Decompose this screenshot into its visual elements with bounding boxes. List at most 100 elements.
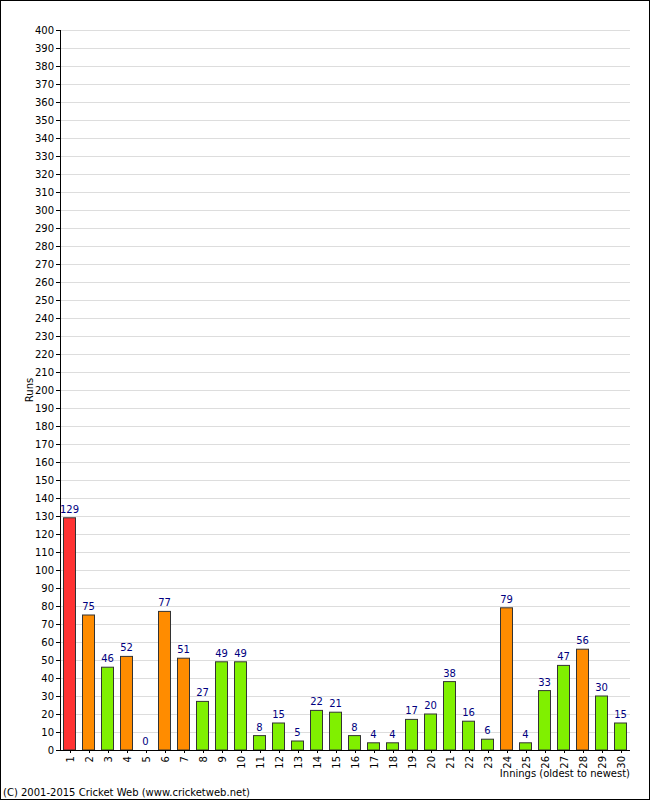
y-tick-label: 80 xyxy=(41,601,54,612)
grid-line xyxy=(60,750,630,751)
data-label: 22 xyxy=(310,696,323,707)
bar xyxy=(349,736,361,750)
y-tick-label: 70 xyxy=(41,619,54,630)
y-tick xyxy=(56,408,60,409)
y-tick xyxy=(56,84,60,85)
y-tick xyxy=(56,156,60,157)
y-tick-label: 230 xyxy=(35,331,54,342)
bar xyxy=(596,696,608,750)
y-tick xyxy=(56,66,60,67)
y-tick xyxy=(56,264,60,265)
y-tick-label: 50 xyxy=(41,655,54,666)
data-label: 0 xyxy=(142,736,148,747)
grid-line xyxy=(60,390,630,391)
data-label: 4 xyxy=(522,729,528,740)
data-label: 46 xyxy=(101,653,114,664)
x-tick-label: 8 xyxy=(198,756,209,762)
y-tick xyxy=(56,606,60,607)
y-tick-label: 180 xyxy=(35,421,54,432)
bars xyxy=(64,518,627,750)
bar xyxy=(368,743,380,750)
x-tick xyxy=(545,750,546,753)
x-axis xyxy=(60,750,630,751)
x-tick xyxy=(146,750,147,753)
bar xyxy=(311,710,323,750)
grid-line xyxy=(60,660,630,661)
y-tick-label: 130 xyxy=(35,511,54,522)
x-tick xyxy=(469,750,470,753)
grid-line xyxy=(60,138,630,139)
x-tick xyxy=(355,750,356,753)
grid-line xyxy=(60,372,630,373)
x-tick-label: 12 xyxy=(274,756,285,769)
y-tick xyxy=(56,552,60,553)
bar xyxy=(406,719,418,750)
x-tick xyxy=(165,750,166,753)
x-tick xyxy=(621,750,622,753)
y-tick xyxy=(56,624,60,625)
x-tick-label: 11 xyxy=(255,756,266,769)
grid-line xyxy=(60,534,630,535)
x-tick-label: 19 xyxy=(407,756,418,769)
x-tick-label: 13 xyxy=(293,756,304,769)
grid-line xyxy=(60,66,630,67)
data-label: 15 xyxy=(272,709,285,720)
x-tick xyxy=(127,750,128,753)
bar xyxy=(273,723,285,750)
y-tick xyxy=(56,642,60,643)
y-tick-label: 10 xyxy=(41,727,54,738)
grid-line xyxy=(60,282,630,283)
x-tick xyxy=(526,750,527,753)
x-tick-label: 10 xyxy=(236,756,247,769)
y-tick-label: 380 xyxy=(35,61,54,72)
y-tick xyxy=(56,354,60,355)
bar xyxy=(444,682,456,750)
grid-line xyxy=(60,48,630,49)
y-axis-label: Runs xyxy=(24,378,35,402)
data-label: 4 xyxy=(389,729,395,740)
bar xyxy=(482,739,494,750)
data-label: 4 xyxy=(370,729,376,740)
y-tick-label: 20 xyxy=(41,709,54,720)
y-tick xyxy=(56,750,60,751)
x-tick xyxy=(203,750,204,753)
x-tick xyxy=(393,750,394,753)
y-tick-label: 250 xyxy=(35,295,54,306)
y-tick xyxy=(56,462,60,463)
x-tick xyxy=(317,750,318,753)
data-label: 20 xyxy=(424,700,437,711)
bar xyxy=(501,608,513,750)
y-tick-label: 350 xyxy=(35,115,54,126)
y-tick-label: 140 xyxy=(35,493,54,504)
x-tick-label: 1 xyxy=(65,756,76,762)
x-tick-label: 25 xyxy=(521,756,532,769)
x-tick-label: 7 xyxy=(179,756,190,762)
x-axis-label: Innings (oldest to newest) xyxy=(500,768,630,779)
bar xyxy=(216,662,228,750)
grid-line xyxy=(60,480,630,481)
y-tick xyxy=(56,174,60,175)
data-label: 15 xyxy=(614,709,627,720)
y-tick-label: 370 xyxy=(35,79,54,90)
y-tick xyxy=(56,714,60,715)
x-tick xyxy=(412,750,413,753)
y-tick-label: 60 xyxy=(41,637,54,648)
bar xyxy=(235,662,247,750)
grid-line xyxy=(60,228,630,229)
bar xyxy=(330,712,342,750)
grid-line xyxy=(60,174,630,175)
y-tick-label: 260 xyxy=(35,277,54,288)
grid-line xyxy=(60,444,630,445)
y-tick xyxy=(56,696,60,697)
y-tick-label: 120 xyxy=(35,529,54,540)
bar xyxy=(463,721,475,750)
bar xyxy=(254,736,266,750)
bar xyxy=(292,741,304,750)
x-tick-label: 9 xyxy=(217,756,228,762)
grid-line xyxy=(60,102,630,103)
y-tick xyxy=(56,318,60,319)
y-tick-label: 320 xyxy=(35,169,54,180)
x-tick xyxy=(298,750,299,753)
grid-line xyxy=(60,120,630,121)
x-tick xyxy=(89,750,90,753)
